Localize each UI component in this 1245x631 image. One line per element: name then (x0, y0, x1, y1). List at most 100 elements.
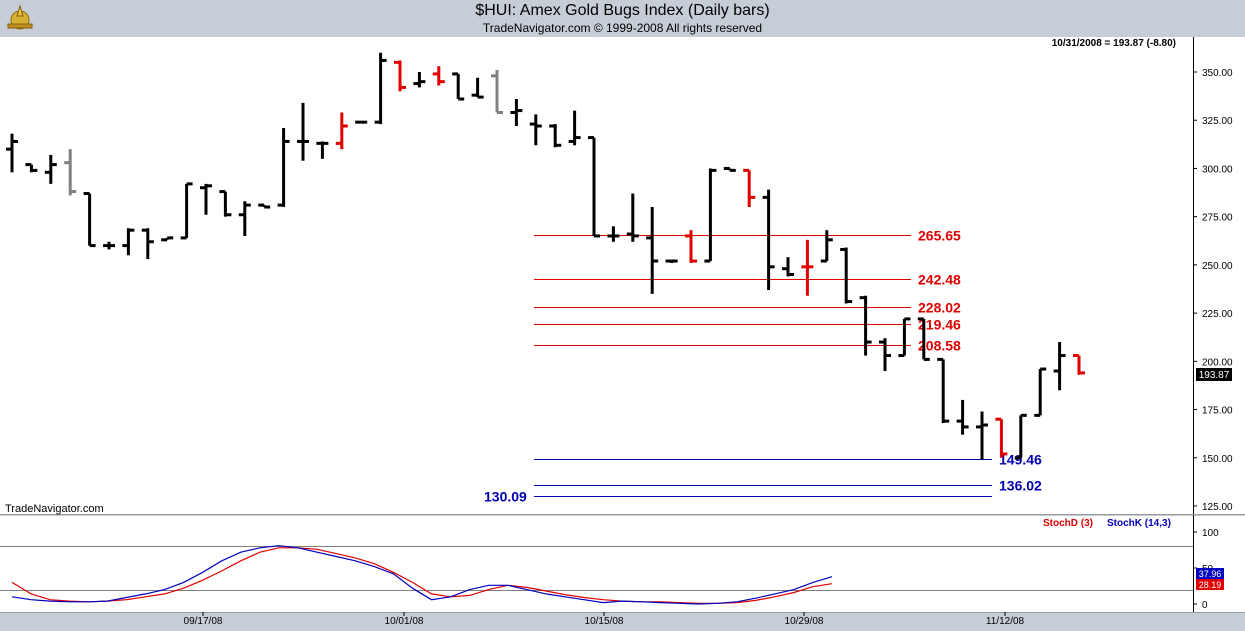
stoch-d-tag-bg (1196, 579, 1224, 590)
price-plot-area (0, 37, 1193, 514)
ohlc-bar (956, 399, 969, 435)
stoch-d-legend: StochD (3) (1043, 518, 1093, 529)
ohlc-bar (161, 236, 174, 242)
stoch-tick-label: 0 (1202, 600, 1208, 611)
ohlc-bar (432, 66, 445, 86)
ohlc-bar (452, 72, 465, 101)
ohlc-bars (6, 52, 1085, 460)
stoch-k-legend: StochK (14,3) (1107, 518, 1171, 529)
ohlc-bar (801, 239, 814, 296)
price-tick-label: 200.00 (1202, 357, 1233, 368)
ohlc-bar (1053, 342, 1066, 391)
stoch-d-tag: 28.19 (1199, 580, 1222, 590)
ohlc-bar (141, 228, 154, 260)
ohlc-bar (665, 259, 678, 263)
ohlc-bar (607, 226, 620, 242)
resistance-level-label: 208.58 (918, 338, 961, 354)
ohlc-bar (44, 154, 57, 184)
watermark-text: TradeNavigator.com (5, 503, 104, 515)
last-bar-info: 10/31/2008 = 193.87 (-8.80) (1052, 38, 1176, 49)
stoch-k-tag-bg (1196, 568, 1224, 579)
ohlc-bar (180, 182, 193, 240)
price-tick-label: 250.00 (1202, 261, 1233, 272)
last-price-tag-bg (1196, 368, 1232, 381)
ohlc-bar (219, 190, 232, 217)
stoch-k-tag: 37.96 (1199, 569, 1222, 579)
resistance-level-label: 265.65 (918, 228, 961, 244)
ohlc-bar (995, 417, 1008, 458)
price-tick-label: 275.00 (1202, 213, 1233, 224)
ohlc-bar (83, 192, 96, 248)
date-tick-label: 10/29/08 (785, 616, 824, 627)
price-tick-label: 350.00 (1202, 68, 1233, 79)
ohlc-bar (64, 149, 77, 196)
date-tick-label: 10/01/08 (385, 616, 424, 627)
price-tick-label: 175.00 (1202, 406, 1233, 417)
stoch-reference-lines (0, 546, 1193, 591)
ohlc-bar (898, 317, 911, 358)
date-tick-label: 11/12/08 (986, 616, 1025, 627)
stochastic-lines (11, 545, 833, 605)
ohlc-bar (549, 124, 562, 148)
ohlc-bar (374, 52, 387, 125)
resistance-level-label: 219.46 (918, 317, 961, 333)
ohlc-bar (1073, 354, 1085, 375)
price-tick-label: 150.00 (1202, 454, 1233, 465)
ohlc-bar (200, 183, 212, 215)
ohlc-bar (529, 114, 542, 146)
stoch-plot-area (0, 516, 1193, 612)
ohlc-bar (782, 257, 794, 277)
resistance-level-label: 228.02 (918, 300, 961, 316)
date-tick-label: 10/15/08 (585, 616, 624, 627)
ohlc-bar (1014, 413, 1027, 460)
date-tick-label: 09/17/08 (184, 616, 223, 627)
ohlc-bar (510, 99, 523, 127)
ohlc-bar (646, 207, 659, 294)
ohlc-bar (471, 77, 484, 99)
ohlc-bar (626, 193, 639, 242)
ohlc-bar (238, 201, 251, 236)
ohlc-bar (394, 60, 406, 92)
ohlc-bar (1034, 367, 1047, 417)
price-axis-panel (1194, 37, 1245, 514)
ohlc-bar (937, 357, 950, 424)
stoch-d-line (11, 547, 833, 604)
ohlc-bar (976, 411, 988, 460)
resistance-level-label: 242.48 (918, 272, 961, 288)
ohlc-bar (723, 166, 736, 172)
price-tick-label: 125.00 (1202, 502, 1233, 513)
ohlc-bar (917, 317, 930, 361)
ohlc-bar (413, 72, 426, 88)
last-price-tag: 193.87 (1199, 370, 1230, 381)
ohlc-bar (840, 247, 853, 304)
support-level-label: 130.09 (484, 489, 527, 505)
ohlc-bar (277, 127, 290, 208)
ohlc-bar (258, 203, 271, 209)
stoch-k-line (11, 545, 833, 605)
ohlc-bar (859, 295, 872, 356)
ohlc-bar (122, 228, 135, 256)
ohlc-bar (25, 163, 38, 173)
trade-navigator-logo (7, 4, 33, 30)
ohlc-bar (297, 102, 309, 161)
stoch-tick-label: 100 (1202, 528, 1219, 539)
ohlc-bar (6, 133, 18, 173)
ohlc-bar (491, 70, 503, 115)
title-bar: $HUI: Amex Gold Bugs Index (Daily bars) … (0, 0, 1245, 37)
ohlc-bar (685, 230, 697, 263)
copyright-text: TradeNavigator.com © 1999-2008 All right… (482, 21, 763, 35)
price-tick-label: 225.00 (1202, 309, 1233, 320)
ohlc-bar (316, 141, 329, 159)
ohlc-bar (568, 110, 581, 146)
ohlc-bar (762, 189, 775, 290)
ohlc-bar (743, 168, 756, 208)
support-level-label: 136.02 (999, 478, 1042, 494)
stoch-axis-panel (1194, 516, 1245, 612)
chart-title: $HUI: Amex Gold Bugs Index (Daily bars) (475, 2, 770, 19)
ohlc-bar (704, 168, 717, 263)
ohlc-bar (820, 230, 833, 263)
ohlc-bar (588, 136, 600, 238)
price-axis: 350.00 325.00 300.00 275.00 250.00 225.00 200.… (1193, 68, 1233, 513)
